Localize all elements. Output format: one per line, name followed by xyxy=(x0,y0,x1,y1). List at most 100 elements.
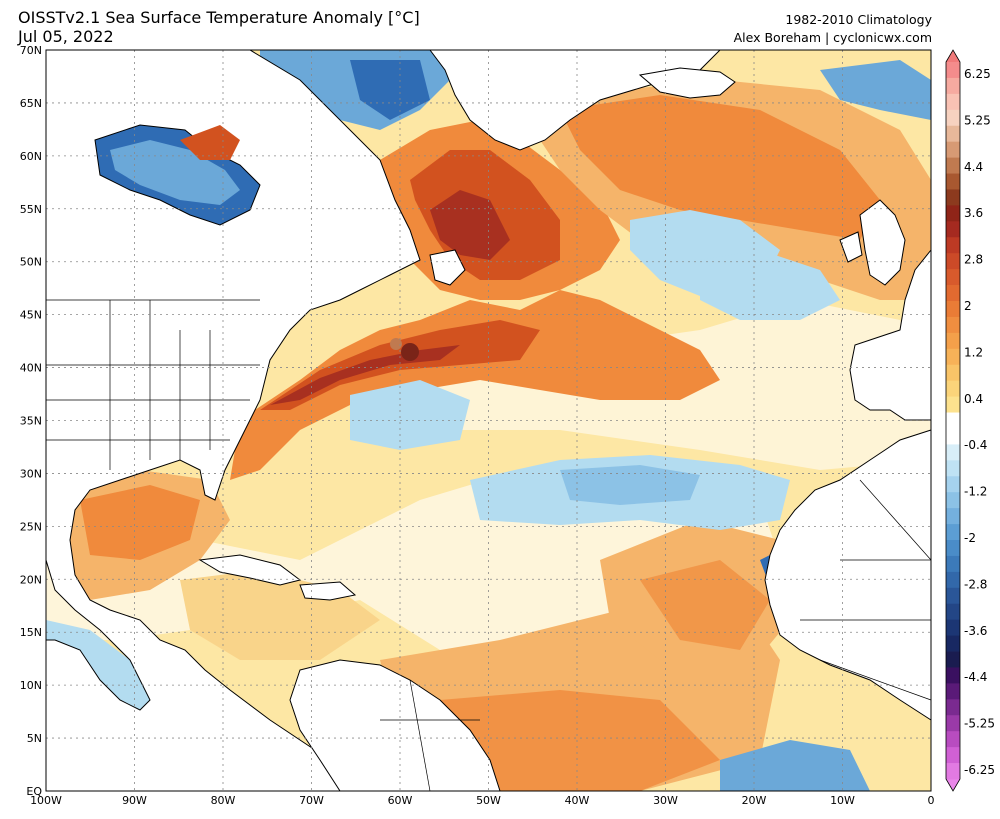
colorbar-segment xyxy=(946,93,960,111)
latitude-label: 10N xyxy=(20,679,42,692)
colorbar-segment xyxy=(946,524,960,541)
colorbar-segment xyxy=(946,555,960,573)
latitude-label: 60N xyxy=(20,150,42,163)
latitude-label: 40N xyxy=(20,362,42,375)
latitude-label: 15N xyxy=(20,626,42,639)
colorbar-segment xyxy=(946,157,960,174)
colorbar-label: -1.2 xyxy=(964,485,987,499)
colorbar-label: 2 xyxy=(964,299,972,313)
colorbar-segment xyxy=(946,667,960,684)
title-block: OISSTv2.1 Sea Surface Temperature Anomal… xyxy=(18,8,420,46)
colorbar-label: 4.4 xyxy=(964,160,983,174)
colorbar-label: -2 xyxy=(964,531,976,545)
colorbar-segment xyxy=(946,635,960,652)
colorbar-segment xyxy=(946,221,960,238)
colorbar-segment xyxy=(946,301,960,318)
colorbar-label: 1.2 xyxy=(964,345,983,359)
colorbar-segment xyxy=(946,619,960,636)
colorbar-segment xyxy=(946,77,960,95)
colorbar-segment xyxy=(946,62,960,79)
latitude-label: 50N xyxy=(20,256,42,269)
colorbar-segment xyxy=(946,508,960,525)
colorbar-segment xyxy=(946,205,960,222)
longitude-label: 80W xyxy=(211,794,236,807)
map-frame xyxy=(45,49,932,792)
map-date: Jul 05, 2022 xyxy=(18,27,114,46)
colorbar-label: 0.4 xyxy=(964,392,983,406)
longitude-label: 100W xyxy=(30,794,62,807)
colorbar-segment xyxy=(946,348,960,366)
latitude-label: 35N xyxy=(20,415,42,428)
colorbar-segment xyxy=(946,316,960,334)
colorbar-segment xyxy=(946,603,960,621)
latitude-label: 55N xyxy=(20,203,42,216)
colorbar-segment xyxy=(946,428,960,445)
latitude-label: 20N xyxy=(20,573,42,586)
longitude-label: 10W xyxy=(830,794,855,807)
longitude-label: 50W xyxy=(476,794,501,807)
colorbar xyxy=(945,49,961,792)
colorbar-segment xyxy=(946,571,960,589)
longitude-label: 70W xyxy=(299,794,324,807)
colorbar-label: 6.25 xyxy=(964,67,991,81)
colorbar-label: -4.4 xyxy=(964,670,987,684)
longitude-label: 30W xyxy=(653,794,678,807)
longitude-label: 90W xyxy=(122,794,147,807)
colorbar-segment xyxy=(946,380,960,397)
colorbar-label: -6.25 xyxy=(964,763,995,777)
colorbar-outline xyxy=(945,49,961,792)
map-title: OISSTv2.1 Sea Surface Temperature Anomal… xyxy=(18,8,420,27)
colorbar-segment xyxy=(946,763,960,780)
colorbar-segment xyxy=(946,237,960,254)
colorbar-segment xyxy=(946,460,960,477)
colorbar-segment xyxy=(946,747,960,764)
colorbar-segment xyxy=(946,125,960,143)
colorbar-segment xyxy=(946,173,960,190)
colorbar-segment xyxy=(946,412,960,429)
colorbar-segment xyxy=(946,699,960,716)
colorbar-segment xyxy=(946,253,960,270)
latitude-label: 45N xyxy=(20,309,42,322)
author-label: Alex Boreham | cyclonicwx.com xyxy=(733,30,932,45)
colorbar-label: 3.6 xyxy=(964,206,983,220)
colorbar-segment xyxy=(946,683,960,700)
colorbar-segment xyxy=(946,492,960,509)
colorbar-segment xyxy=(946,587,960,605)
longitude-label: 60W xyxy=(388,794,413,807)
colorbar-segment xyxy=(946,189,960,206)
latitude-label: 25N xyxy=(20,520,42,533)
colorbar-label: -0.4 xyxy=(964,438,987,452)
colorbar-segment xyxy=(946,651,960,668)
colorbar-segment xyxy=(946,731,960,748)
colorbar-segment xyxy=(946,364,960,382)
colorbar-segment xyxy=(946,396,960,413)
latitude-label: 65N xyxy=(20,97,42,110)
colorbar-segment xyxy=(946,540,960,557)
climatology-label: 1982-2010 Climatology xyxy=(785,12,932,27)
colorbar-segment xyxy=(946,269,960,286)
colorbar-label: 5.25 xyxy=(964,113,991,127)
longitude-labels: 100W 90W 80W 70W 60W 50W 40W 30W 20W 10W 0 xyxy=(30,794,934,807)
longitude-label: 40W xyxy=(565,794,590,807)
colorbar-segment xyxy=(946,444,960,461)
colorbar-segment xyxy=(946,109,960,127)
colorbar-labels: 6.25 5.25 4.4 3.6 2.8 2 1.2 0.4 -0.4 -1.2 -2 -2.8 -3… xyxy=(964,67,995,777)
colorbar-segment xyxy=(946,715,960,732)
colorbar-label: 2.8 xyxy=(964,253,983,267)
colorbar-label: -3.6 xyxy=(964,624,987,638)
latitude-label: 30N xyxy=(20,467,42,480)
colorbar-label: -2.8 xyxy=(964,577,987,591)
colorbar-bottom-arrow xyxy=(946,779,960,791)
colorbar-top-arrow xyxy=(946,50,960,62)
longitude-label: 20W xyxy=(742,794,767,807)
colorbar-segment xyxy=(946,332,960,350)
latitude-labels: 70N 65N 60N 55N 50N 45N 40N 35N 30N 25N 20N 15N 10N 5… xyxy=(20,44,43,798)
colorbar-label: -5.25 xyxy=(964,717,995,731)
latitude-label: 5N xyxy=(27,732,42,745)
colorbar-segment xyxy=(946,476,960,493)
longitude-label: 0 xyxy=(928,794,935,807)
political-boundaries xyxy=(46,299,932,792)
latitude-label: 70N xyxy=(20,44,42,57)
colorbar-segment xyxy=(946,285,960,302)
